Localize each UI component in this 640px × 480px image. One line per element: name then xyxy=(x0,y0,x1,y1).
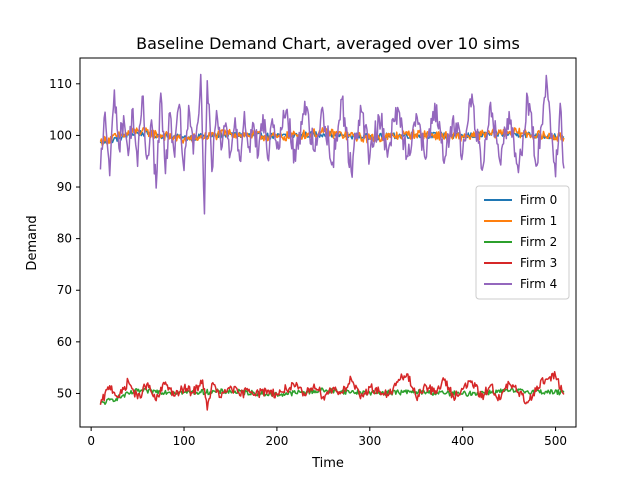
legend-label: Firm 1 xyxy=(520,214,557,228)
x-tick-label: 100 xyxy=(173,434,196,448)
legend-label: Firm 0 xyxy=(520,193,557,207)
series-line-firm-4 xyxy=(99,73,565,215)
x-tick-label: 0 xyxy=(87,434,95,448)
legend: Firm 0 Firm 1 Firm 2 Firm 3 Firm 4 xyxy=(475,185,570,300)
y-tick-label: 50 xyxy=(57,386,72,400)
legend-label: Firm 4 xyxy=(520,277,557,291)
y-tick-label: 100 xyxy=(49,128,72,142)
x-axis: 0 100 200 300 400 500 xyxy=(87,427,567,448)
y-axis-label: Demand xyxy=(25,215,40,270)
legend-box xyxy=(475,185,570,300)
y-tick-label: 60 xyxy=(57,335,72,349)
legend-label: Firm 3 xyxy=(520,256,557,270)
y-axis: 50 60 70 80 90 100 110 xyxy=(49,77,80,400)
x-tick-label: 300 xyxy=(358,434,381,448)
y-tick-label: 110 xyxy=(49,77,72,91)
plot-frame xyxy=(79,57,577,428)
x-tick-label: 500 xyxy=(544,434,567,448)
plot-area xyxy=(99,73,565,411)
x-axis-label: Time xyxy=(311,456,344,471)
legend-label: Firm 2 xyxy=(520,235,557,249)
y-tick-label: 80 xyxy=(57,232,72,246)
series-line-firm-3 xyxy=(99,371,565,411)
y-tick-label: 90 xyxy=(57,180,72,194)
y-tick-label: 70 xyxy=(57,283,72,297)
x-tick-label: 200 xyxy=(265,434,288,448)
x-tick-label: 400 xyxy=(451,434,474,448)
chart-title: Baseline Demand Chart, averaged over 10 … xyxy=(136,34,520,53)
